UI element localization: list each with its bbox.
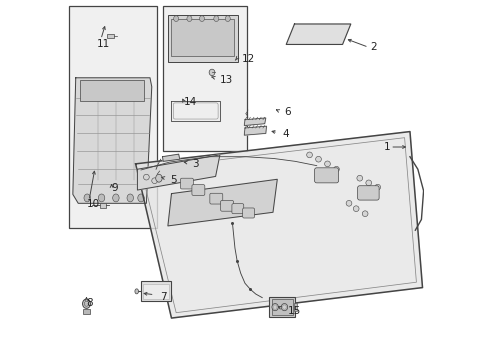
Polygon shape [136, 132, 422, 318]
Ellipse shape [353, 206, 359, 212]
Polygon shape [137, 155, 220, 190]
Bar [143, 284, 170, 299]
FancyBboxPatch shape [358, 186, 379, 200]
Ellipse shape [362, 211, 368, 217]
Ellipse shape [82, 299, 91, 309]
FancyBboxPatch shape [180, 178, 194, 189]
Ellipse shape [152, 178, 157, 184]
Ellipse shape [113, 194, 119, 202]
Text: 2: 2 [370, 42, 376, 52]
Ellipse shape [144, 174, 149, 180]
Text: 14: 14 [184, 97, 197, 107]
Ellipse shape [272, 303, 278, 311]
Text: 4: 4 [283, 129, 289, 139]
Polygon shape [73, 78, 152, 203]
Ellipse shape [375, 184, 381, 190]
Bar [163, 6, 247, 151]
Bar [141, 282, 171, 301]
Ellipse shape [273, 305, 277, 309]
Ellipse shape [138, 194, 144, 202]
Bar [107, 34, 114, 39]
Text: 8: 8 [87, 298, 93, 308]
Bar [168, 15, 238, 62]
Text: 15: 15 [287, 306, 300, 316]
Polygon shape [286, 24, 351, 44]
Bar [270, 297, 295, 317]
Text: 12: 12 [242, 54, 255, 64]
Bar [172, 19, 234, 56]
Ellipse shape [187, 16, 192, 22]
Bar [69, 6, 157, 228]
Text: 13: 13 [220, 75, 233, 85]
FancyBboxPatch shape [243, 208, 254, 218]
Ellipse shape [98, 194, 105, 202]
Text: 10: 10 [87, 199, 99, 210]
Text: 11: 11 [97, 39, 111, 49]
Ellipse shape [84, 194, 91, 202]
Bar [294, 303, 297, 311]
FancyBboxPatch shape [315, 168, 339, 183]
Ellipse shape [84, 301, 89, 306]
Ellipse shape [156, 174, 162, 182]
FancyBboxPatch shape [220, 201, 234, 211]
Text: 9: 9 [112, 183, 118, 193]
Text: 6: 6 [285, 107, 291, 117]
Ellipse shape [214, 16, 219, 22]
Bar [271, 300, 293, 315]
FancyBboxPatch shape [192, 185, 205, 195]
Bar [100, 203, 106, 208]
FancyBboxPatch shape [232, 204, 244, 214]
FancyBboxPatch shape [210, 193, 223, 204]
Ellipse shape [324, 161, 330, 167]
Ellipse shape [307, 152, 313, 158]
Text: 3: 3 [192, 159, 198, 169]
Polygon shape [245, 118, 266, 126]
Polygon shape [168, 179, 277, 226]
Ellipse shape [357, 175, 363, 181]
Ellipse shape [316, 156, 321, 162]
Ellipse shape [334, 166, 339, 172]
Polygon shape [245, 126, 267, 135]
Ellipse shape [346, 201, 352, 206]
Ellipse shape [127, 194, 133, 202]
Text: 1: 1 [384, 142, 391, 152]
Ellipse shape [209, 69, 215, 76]
Polygon shape [163, 154, 180, 161]
Ellipse shape [135, 289, 139, 294]
Ellipse shape [281, 303, 288, 311]
Text: 7: 7 [160, 292, 166, 302]
Text: 5: 5 [170, 175, 176, 185]
Ellipse shape [199, 16, 204, 22]
Polygon shape [172, 101, 220, 121]
Bar [82, 310, 91, 314]
Ellipse shape [173, 16, 179, 22]
Ellipse shape [225, 16, 230, 22]
Ellipse shape [283, 305, 286, 309]
Ellipse shape [366, 180, 371, 186]
Bar [80, 80, 144, 101]
